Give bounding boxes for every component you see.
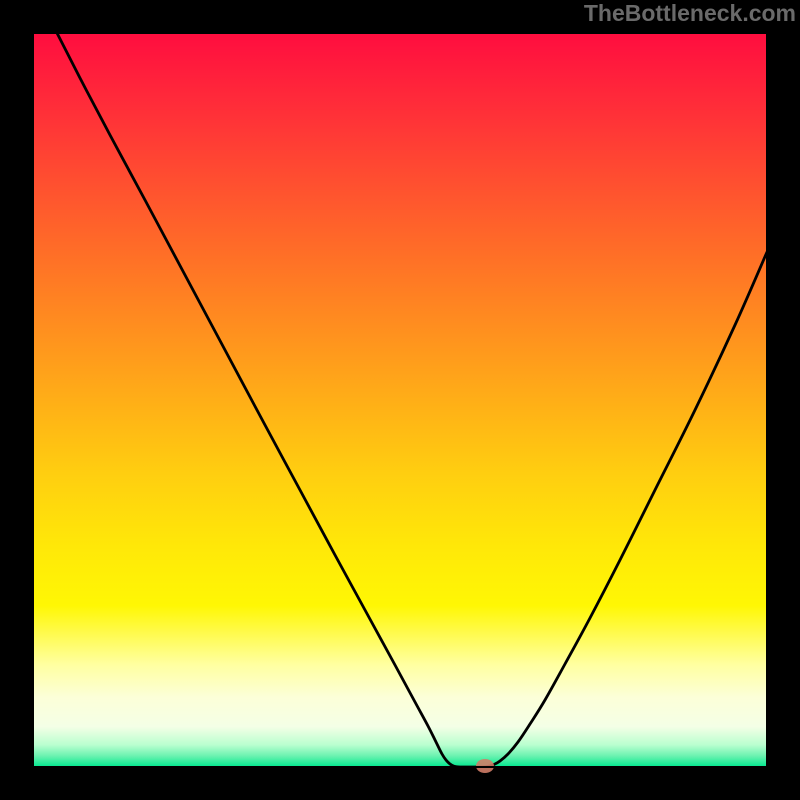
plot-background-gradient	[33, 33, 767, 767]
watermark-text: TheBottleneck.com	[584, 0, 796, 27]
chart-container: TheBottleneck.com	[0, 0, 800, 800]
bottleneck-chart	[0, 0, 800, 800]
